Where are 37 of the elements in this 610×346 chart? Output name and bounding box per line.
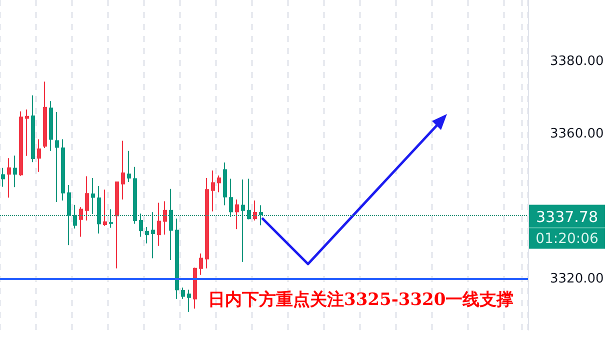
candlestick <box>145 226 149 244</box>
y-tick-label: 3380.00 <box>550 54 604 70</box>
candlestick <box>223 162 227 206</box>
y-tick-label: 3320.00 <box>550 272 604 287</box>
candlestick <box>103 189 107 226</box>
candlestick <box>127 150 131 183</box>
candlestick <box>31 94 35 163</box>
candlestick <box>253 200 257 221</box>
ref-line-label: 3337.78 <box>536 208 598 226</box>
candlestick <box>49 100 53 152</box>
candlestick <box>13 155 17 188</box>
y-tick-label: 3360.00 <box>550 126 604 142</box>
candlestick <box>79 206 83 238</box>
annotation: 日内下方重点关注3325-3320一线支撑 <box>208 290 514 310</box>
candlestick <box>1 167 5 188</box>
candlestick <box>7 158 11 198</box>
candlestick <box>157 202 161 246</box>
candlestick <box>199 252 203 276</box>
candlestick <box>121 140 125 200</box>
candlestick <box>211 170 215 212</box>
candlestick <box>187 289 191 312</box>
text: 01:20:06 <box>536 230 599 247</box>
candlestick <box>163 200 167 236</box>
candlestick <box>85 176 89 221</box>
candlestick <box>205 178 209 269</box>
candlestick <box>25 109 29 156</box>
candlestick <box>175 218 179 300</box>
candlestick <box>19 110 23 176</box>
candlestick <box>193 267 197 310</box>
candlestick <box>181 287 185 300</box>
candlestick <box>43 81 47 148</box>
candlestick <box>217 175 221 193</box>
candlestick <box>235 198 239 230</box>
candlestick <box>55 112 59 202</box>
candlestick <box>37 138 41 172</box>
candlestick <box>61 138 65 202</box>
candlestick <box>115 181 119 269</box>
